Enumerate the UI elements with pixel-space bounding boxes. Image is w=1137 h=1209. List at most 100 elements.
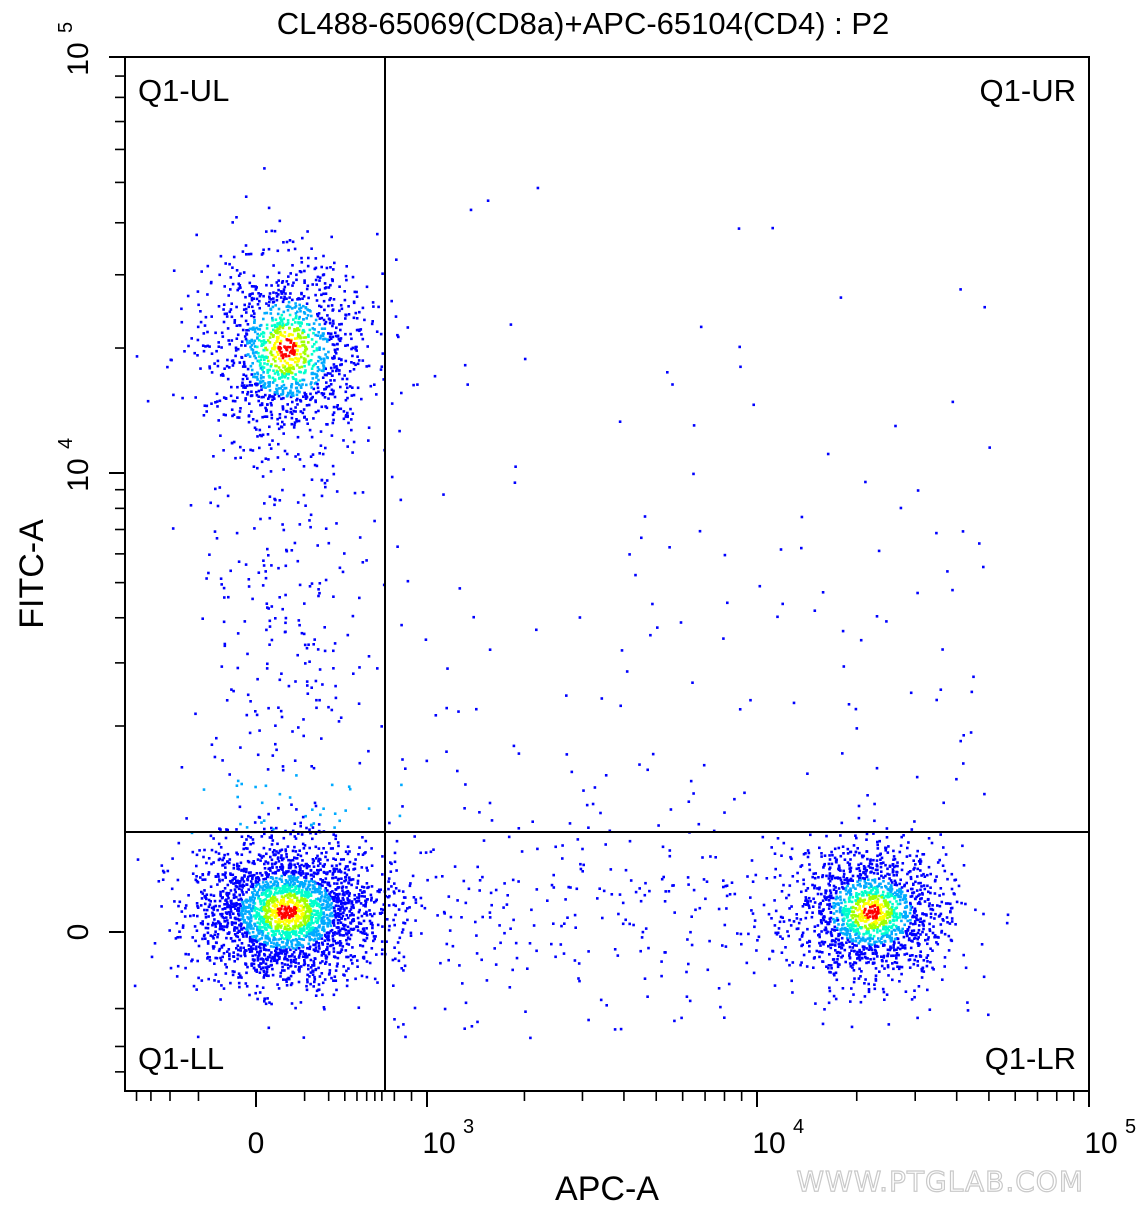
event-dot — [280, 912, 284, 916]
event-dot — [884, 884, 887, 888]
event-dot — [266, 275, 269, 279]
event-dot — [290, 889, 293, 893]
event-dot — [866, 916, 870, 919]
event-dot — [312, 859, 316, 862]
event-dot — [298, 390, 301, 394]
event-dot — [875, 892, 878, 896]
event-dot — [344, 413, 348, 417]
event-dot — [166, 365, 169, 369]
event-dot — [297, 357, 301, 361]
event-dot — [310, 338, 314, 341]
event-dot — [289, 914, 292, 918]
event-dot — [296, 880, 300, 883]
event-dot — [309, 382, 313, 386]
event-dot — [195, 875, 198, 878]
event-dot — [790, 979, 793, 983]
event-dot — [205, 410, 208, 413]
event-dot — [289, 958, 293, 962]
event-dot — [865, 932, 868, 935]
event-dot — [346, 865, 349, 868]
event-dot — [306, 925, 309, 929]
event-dot — [272, 297, 275, 300]
event-dot — [390, 299, 393, 303]
event-dot — [242, 884, 246, 888]
event-dot — [258, 915, 262, 919]
event-dot — [303, 897, 307, 901]
event-dot — [302, 938, 306, 941]
event-dot — [262, 943, 266, 947]
event-dot — [376, 890, 379, 893]
event-dot — [266, 909, 270, 912]
event-dot — [328, 922, 331, 925]
event-dot — [261, 354, 264, 358]
event-dot — [891, 892, 895, 896]
event-dot — [317, 914, 320, 918]
event-dot — [906, 846, 909, 850]
event-dot — [226, 828, 229, 832]
event-dot — [328, 903, 332, 907]
event-dot — [371, 931, 374, 934]
event-dot — [353, 893, 356, 897]
event-dot — [366, 898, 369, 901]
event-dot — [298, 900, 302, 903]
event-dot — [285, 369, 288, 373]
event-dot — [901, 927, 904, 931]
event-dot — [922, 959, 926, 962]
event-dot — [282, 978, 285, 981]
event-dot — [265, 302, 268, 305]
event-dot — [268, 389, 272, 392]
event-dot — [329, 847, 333, 850]
event-dot — [248, 850, 252, 854]
event-dot — [348, 385, 352, 388]
event-dot — [321, 334, 325, 338]
event-dot — [344, 928, 347, 932]
event-dot — [892, 954, 895, 957]
event-dot — [242, 360, 246, 364]
event-dot — [215, 400, 219, 403]
event-dot — [298, 383, 301, 387]
event-dot — [800, 961, 803, 964]
event-dot — [306, 422, 309, 425]
event-dot — [870, 948, 874, 952]
event-dot — [316, 374, 319, 378]
event-dot — [263, 862, 266, 866]
event-dot — [225, 916, 228, 919]
event-dot — [297, 419, 301, 423]
event-dot — [162, 871, 166, 874]
event-dot — [325, 931, 329, 935]
event-dot — [821, 875, 824, 879]
event-dot — [922, 927, 925, 931]
event-dot — [356, 362, 360, 366]
event-dot — [302, 934, 306, 937]
event-dot — [262, 961, 265, 964]
event-dot — [324, 292, 328, 295]
event-dot — [858, 851, 861, 855]
event-dot — [858, 954, 861, 957]
event-dot — [176, 936, 179, 939]
event-dot — [357, 896, 361, 900]
event-dot — [291, 932, 295, 936]
event-dot — [277, 923, 280, 926]
event-dot — [314, 949, 318, 952]
event-dot — [280, 917, 284, 920]
event-dot — [356, 965, 359, 968]
event-dot — [268, 910, 272, 913]
event-dot — [385, 940, 388, 943]
event-dot — [843, 900, 847, 904]
event-dot — [307, 333, 310, 337]
event-dot — [286, 309, 290, 312]
event-dot — [261, 881, 265, 884]
event-dot — [798, 938, 802, 941]
event-dot — [290, 358, 293, 361]
event-dot — [280, 880, 284, 883]
event-dot — [245, 867, 248, 871]
event-dot — [277, 987, 281, 990]
event-dot — [840, 936, 844, 940]
event-dot — [200, 979, 204, 982]
event-dot — [282, 290, 285, 294]
event-dot — [195, 902, 199, 905]
event-dot — [357, 893, 361, 896]
event-dot — [296, 435, 300, 439]
event-dot — [317, 312, 321, 315]
event-dot — [271, 319, 274, 322]
